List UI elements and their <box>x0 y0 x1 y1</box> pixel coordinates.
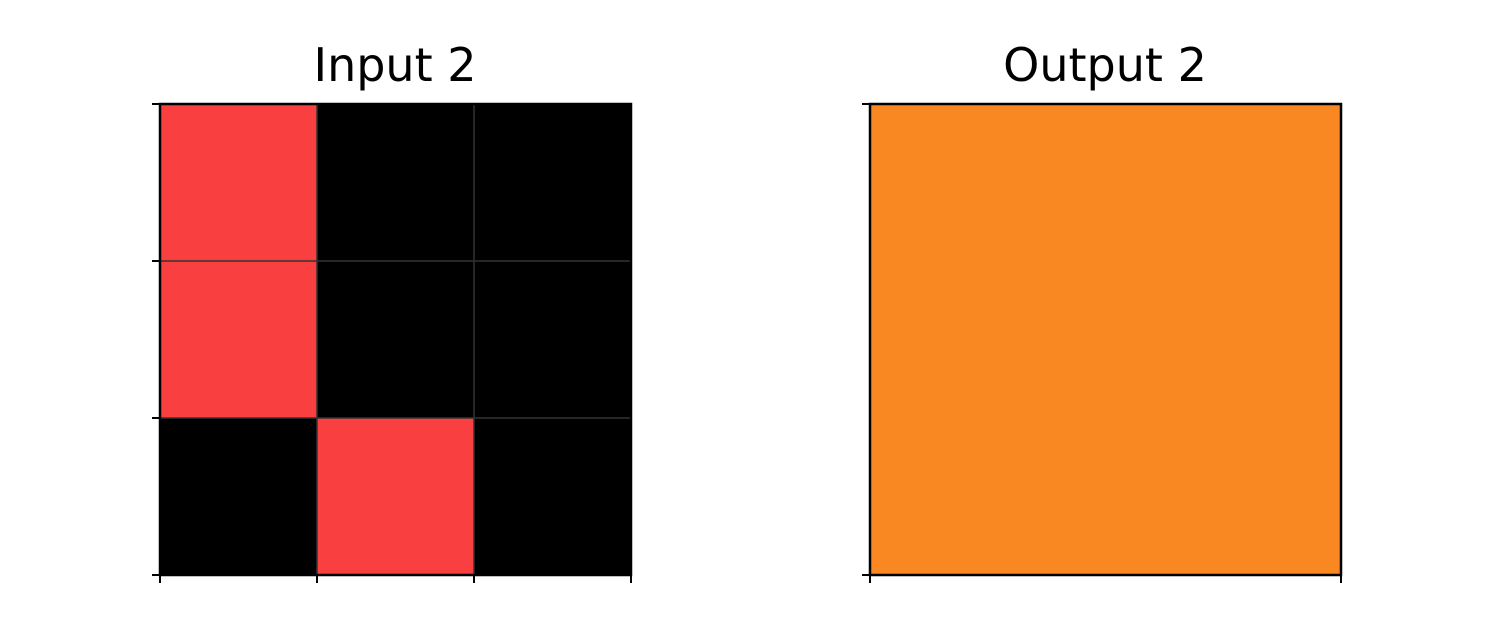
grid-cell <box>317 418 475 576</box>
grid-cell <box>317 104 475 262</box>
output-grid <box>862 102 1343 583</box>
grid-cell <box>474 104 632 262</box>
grid-cell <box>160 418 318 576</box>
input-grid <box>152 102 633 583</box>
output-panel-title: Output 2 <box>1003 38 1207 92</box>
grid-frame <box>158 102 633 577</box>
grid-cell <box>870 104 1342 576</box>
input-panel-title: Input 2 <box>313 38 477 92</box>
grid-frame <box>868 102 1343 577</box>
grid-cell <box>474 261 632 419</box>
grid-cell <box>160 261 318 419</box>
grid-cell <box>317 261 475 419</box>
grid-cell <box>474 418 632 576</box>
grid-cell <box>160 104 318 262</box>
